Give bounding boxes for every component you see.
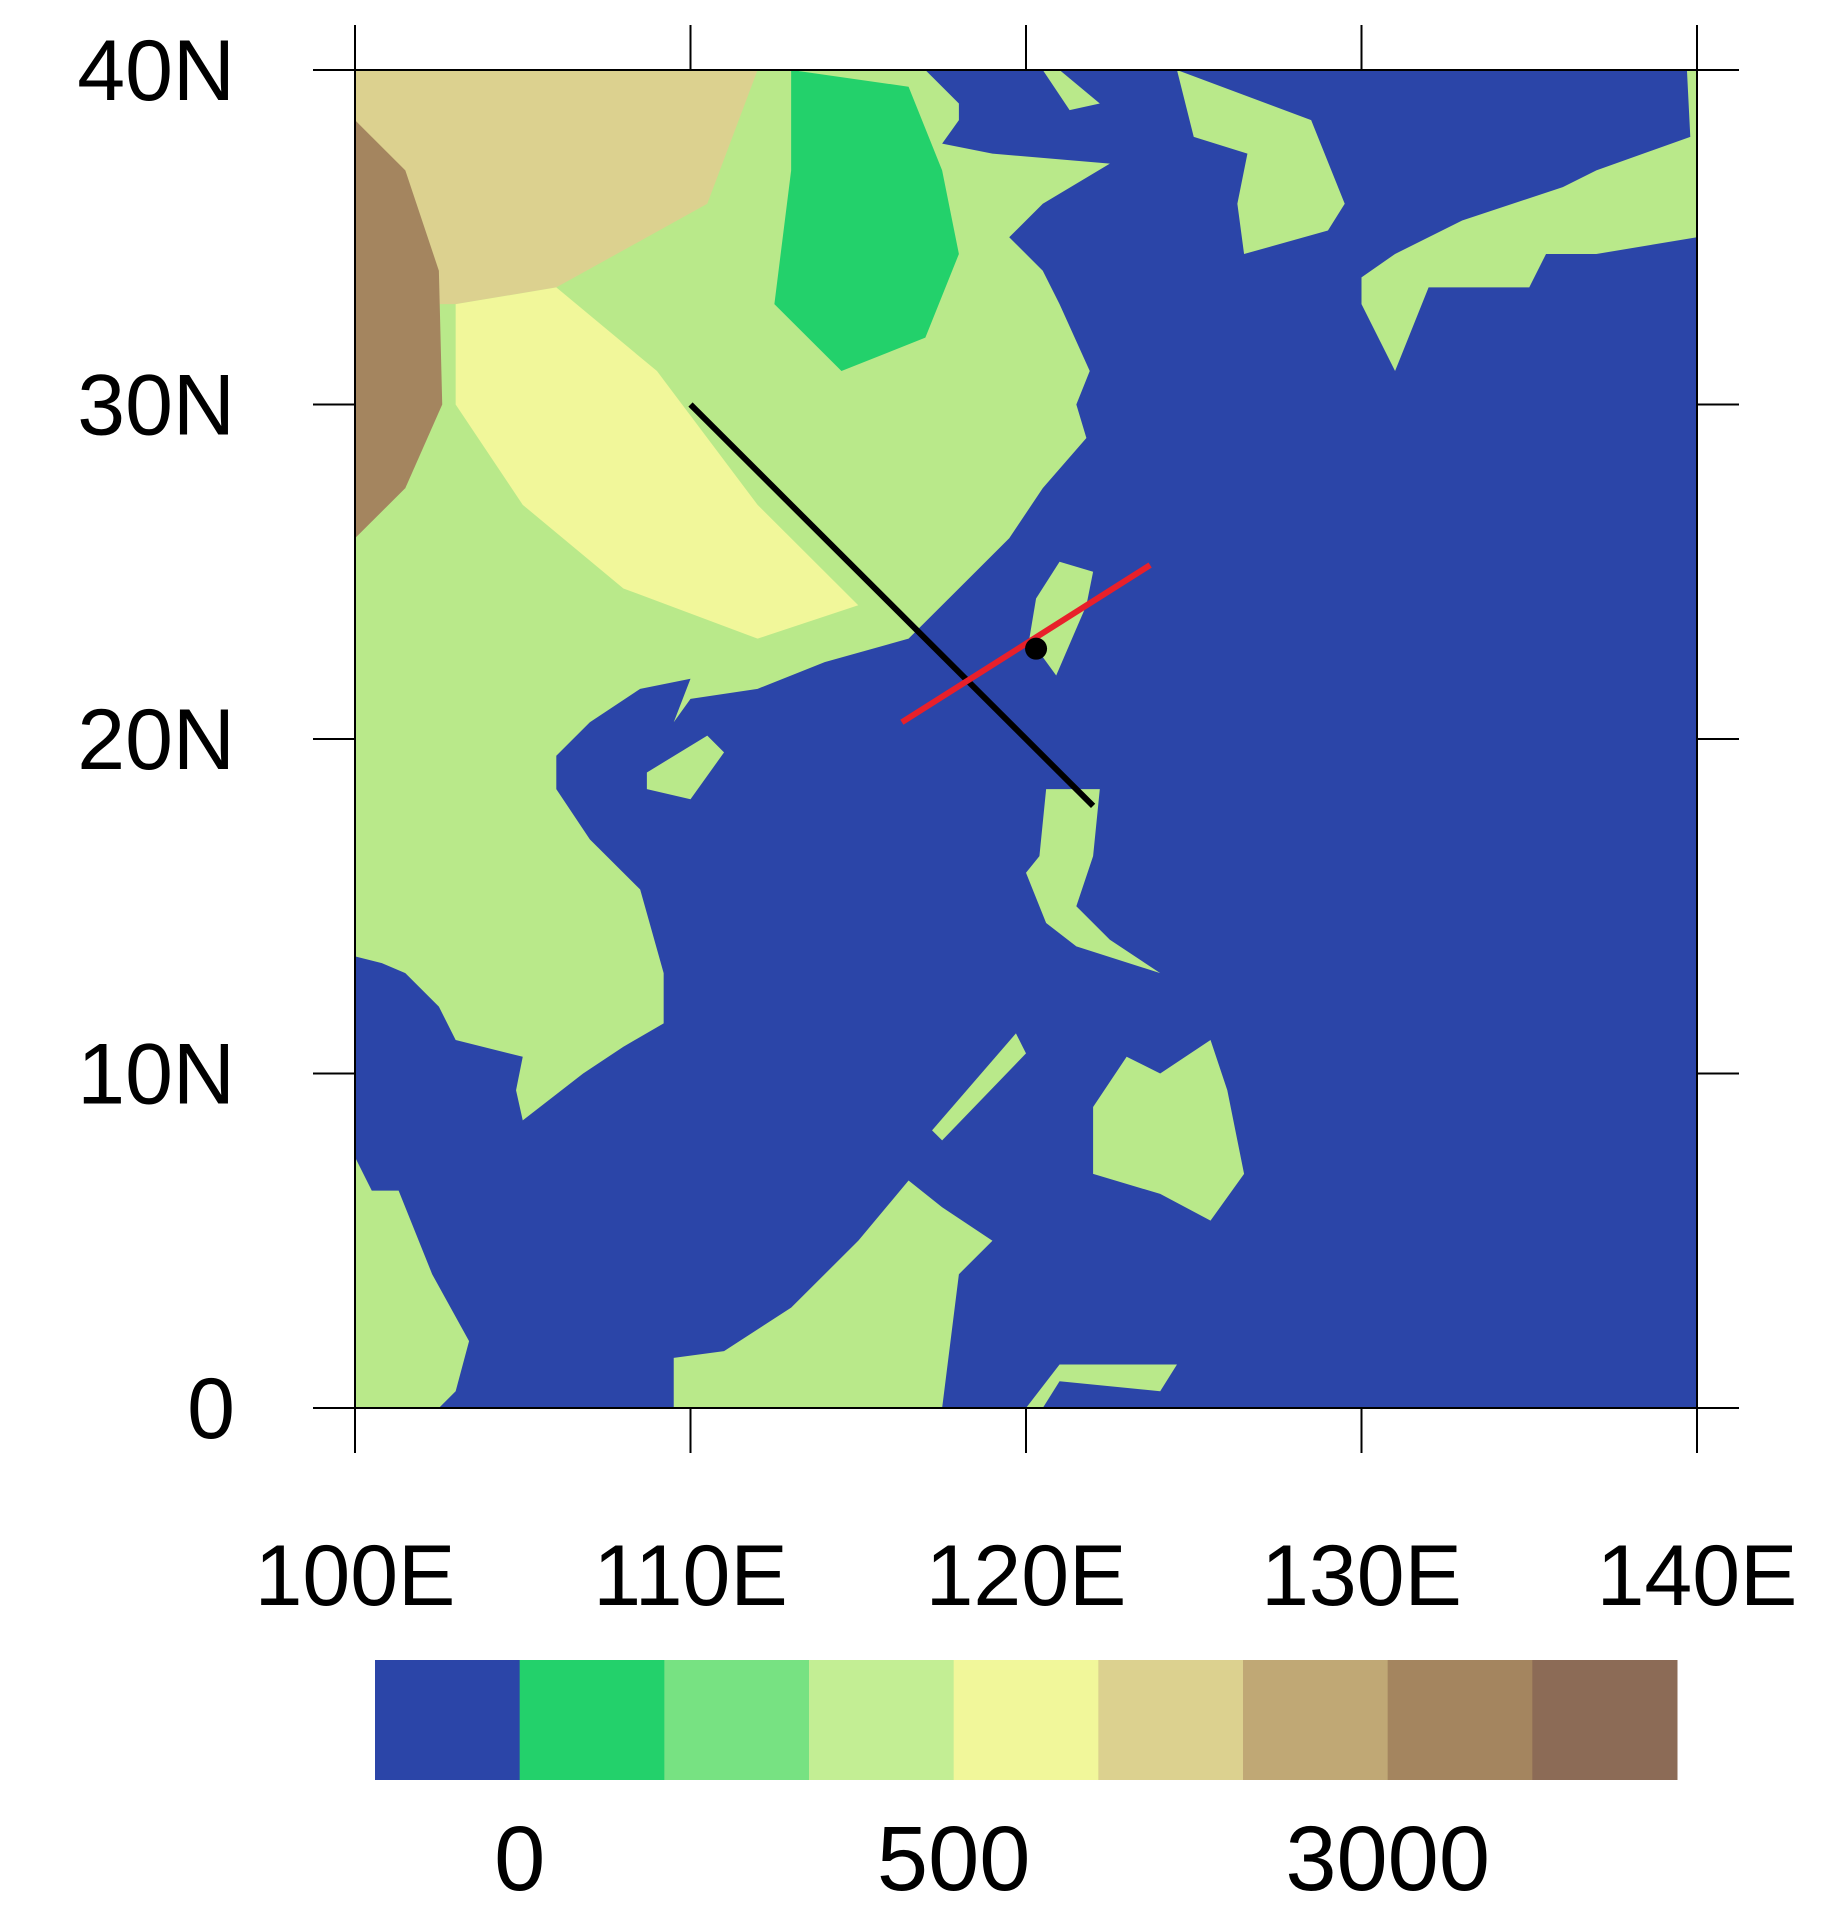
colorbar-swatch <box>809 1660 955 1780</box>
colorbar-swatch <box>1532 1660 1678 1780</box>
land-borneo <box>673 1180 993 1408</box>
colorbar-swatch <box>519 1660 665 1780</box>
land-sulawesi <box>1026 1364 1177 1408</box>
x-tick-label: 120E <box>926 1528 1127 1624</box>
land-luzon <box>1026 789 1161 974</box>
land-lowland <box>774 70 959 372</box>
x-tick-label: 110E <box>593 1528 787 1624</box>
colorbar-swatch <box>1387 1660 1533 1780</box>
y-tick-label: 10N <box>77 1027 235 1123</box>
colorbar-label: 500 <box>877 1808 1031 1910</box>
land-hills <box>455 287 859 639</box>
y-tick-label: 30N <box>77 358 235 454</box>
y-tick-label: 20N <box>77 692 235 788</box>
land-highland <box>355 70 758 305</box>
colorbar-swatch <box>1243 1660 1389 1780</box>
colorbar-label: 0 <box>494 1808 545 1910</box>
colorbar-label: 3000 <box>1285 1808 1490 1910</box>
land-malaya <box>355 1157 470 1408</box>
land-palawan <box>932 1033 1026 1141</box>
colorbar-swatch <box>953 1660 1099 1780</box>
y-tick-label: 40N <box>77 23 235 119</box>
land-plateau <box>355 120 443 539</box>
land-japan <box>1361 70 1697 372</box>
land-mindanao <box>1093 1040 1245 1221</box>
cross-section-line <box>900 562 1152 725</box>
station-point <box>1025 637 1048 660</box>
colorbar-swatch <box>664 1660 810 1780</box>
x-tick-label: 140E <box>1597 1528 1798 1624</box>
land-korea <box>1176 70 1345 254</box>
land-hainan <box>646 735 725 800</box>
y-tick-label: 0 <box>187 1361 235 1457</box>
colorbar-swatch <box>375 1660 521 1780</box>
x-tick-label: 130E <box>1261 1528 1462 1624</box>
land-liaodong <box>1042 70 1100 111</box>
cross-section-line <box>688 402 1096 809</box>
colorbar-swatch <box>1098 1660 1244 1780</box>
x-tick-label: 100E <box>255 1528 456 1624</box>
